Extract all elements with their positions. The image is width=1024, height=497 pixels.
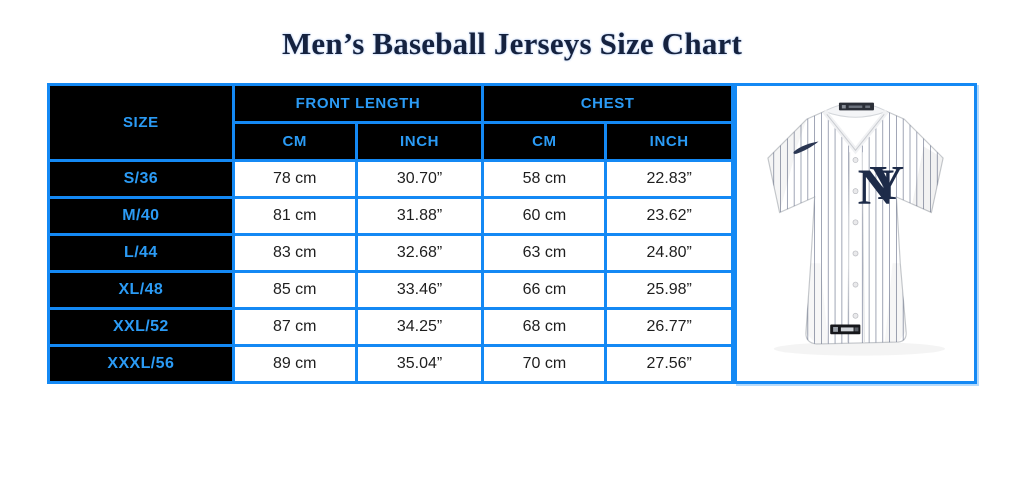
chest-cm: 60 cm bbox=[481, 196, 608, 236]
column-group-front-length: FRONT LENGTH bbox=[231, 83, 485, 124]
jersey-body bbox=[767, 110, 944, 345]
front-length-inch: 34.25” bbox=[354, 307, 485, 347]
yankees-ny-logo: N Y bbox=[858, 155, 905, 214]
jersey-collar-trim bbox=[822, 109, 889, 154]
chest-inch: 25.98” bbox=[604, 270, 734, 310]
size-label: M/40 bbox=[47, 196, 235, 236]
front-length-cm: 85 cm bbox=[231, 270, 358, 310]
svg-text:Y: Y bbox=[869, 155, 904, 209]
jersey-image: N Y bbox=[767, 102, 946, 356]
table-row: XXL/52 87 cm 34.25” 68 cm 26.77” bbox=[47, 307, 734, 347]
product-image-panel: N Y bbox=[734, 83, 977, 384]
chest-inch: 24.80” bbox=[604, 233, 734, 273]
front-length-inch: 32.68” bbox=[354, 233, 485, 273]
front-length-cm: 83 cm bbox=[231, 233, 358, 273]
subheader-chest-inch: INCH bbox=[604, 121, 734, 162]
jersey-shadow bbox=[773, 341, 946, 356]
front-length-cm: 89 cm bbox=[231, 344, 358, 384]
chest-inch: 22.83” bbox=[604, 159, 734, 199]
neck-label bbox=[838, 102, 874, 110]
nike-swoosh-icon bbox=[793, 141, 819, 154]
front-length-inch: 35.04” bbox=[354, 344, 485, 384]
size-label: S/36 bbox=[47, 159, 235, 199]
front-length-inch: 33.46” bbox=[354, 270, 485, 310]
front-length-inch: 30.70” bbox=[354, 159, 485, 199]
chest-cm: 58 cm bbox=[481, 159, 608, 199]
size-chart-table: SIZE FRONT LENGTH CHEST CM INCH CM INCH … bbox=[47, 83, 734, 384]
chest-inch: 26.77” bbox=[604, 307, 734, 347]
table-row: XL/48 85 cm 33.46” 66 cm 25.98” bbox=[47, 270, 734, 310]
svg-text:N: N bbox=[858, 158, 895, 214]
size-label: XL/48 bbox=[47, 270, 235, 310]
chest-inch: 23.62” bbox=[604, 196, 734, 236]
front-length-cm: 78 cm bbox=[231, 159, 358, 199]
jersey-placket bbox=[847, 151, 865, 343]
chest-inch: 27.56” bbox=[604, 344, 734, 384]
chest-cm: 63 cm bbox=[481, 233, 608, 273]
subheader-front-inch: INCH bbox=[354, 121, 485, 162]
jersey-buttons bbox=[852, 156, 859, 319]
chest-cm: 68 cm bbox=[481, 307, 608, 347]
chest-cm: 66 cm bbox=[481, 270, 608, 310]
page-title: Men’s Baseball Jerseys Size Chart bbox=[281, 26, 743, 61]
chest-cm: 70 cm bbox=[481, 344, 608, 384]
subheader-front-cm: CM bbox=[231, 121, 358, 162]
column-group-chest: CHEST bbox=[481, 83, 734, 124]
size-label: XXXL/56 bbox=[47, 344, 235, 384]
table-row: XXXL/56 89 cm 35.04” 70 cm 27.56” bbox=[47, 344, 734, 384]
front-length-cm: 87 cm bbox=[231, 307, 358, 347]
size-chart-container: SIZE FRONT LENGTH CHEST CM INCH CM INCH … bbox=[47, 83, 977, 384]
table-row: L/44 83 cm 32.68” 63 cm 24.80” bbox=[47, 233, 734, 273]
front-length-inch: 31.88” bbox=[354, 196, 485, 236]
table-row: M/40 81 cm 31.88” 60 cm 23.62” bbox=[47, 196, 734, 236]
size-label: XXL/52 bbox=[47, 307, 235, 347]
subheader-chest-cm: CM bbox=[481, 121, 608, 162]
table-row: S/36 78 cm 30.70” 58 cm 22.83” bbox=[47, 159, 734, 199]
column-header-size: SIZE bbox=[47, 83, 235, 162]
jock-tag bbox=[830, 324, 861, 334]
jersey-shading bbox=[767, 118, 944, 213]
size-label: L/44 bbox=[47, 233, 235, 273]
front-length-cm: 81 cm bbox=[231, 196, 358, 236]
